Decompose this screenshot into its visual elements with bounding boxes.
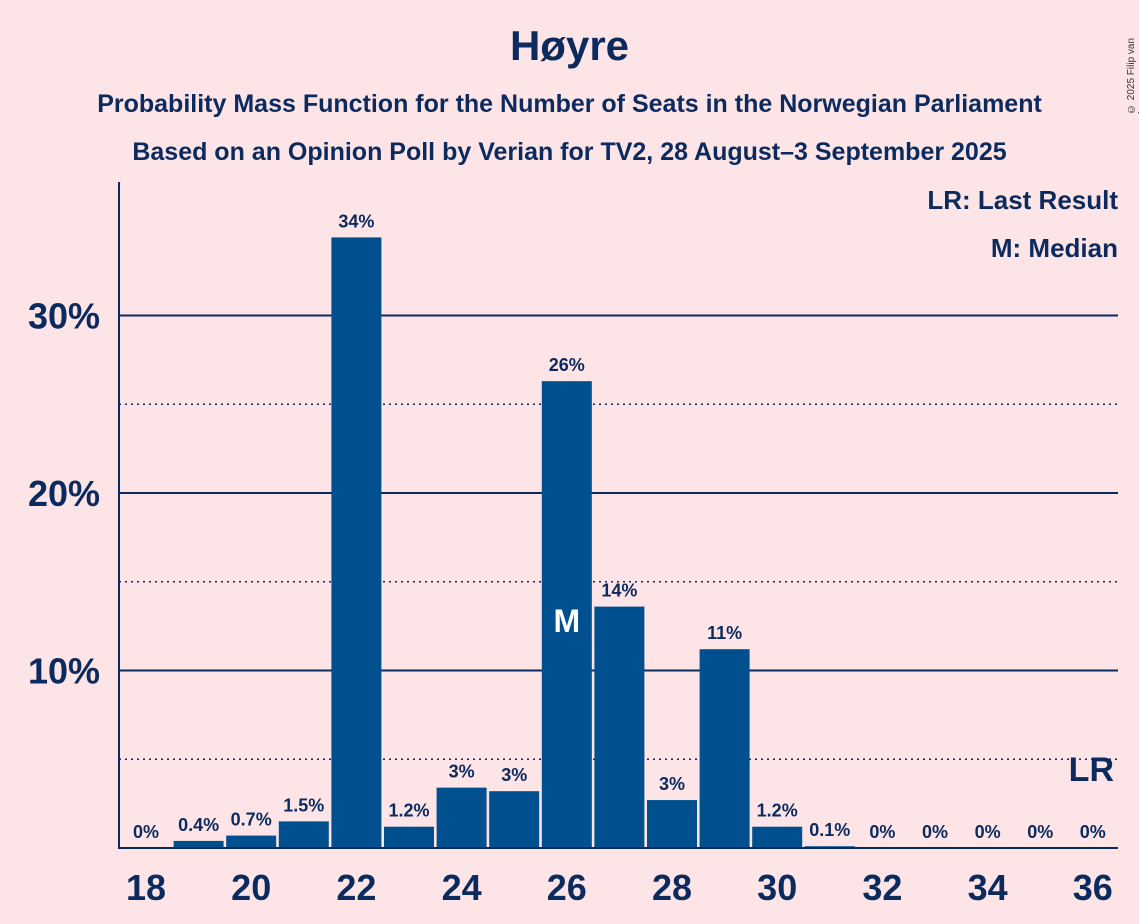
y-tick-label: 30% [28,296,100,337]
x-tick-label: 24 [442,867,482,908]
bar-value-label: 11% [707,623,742,643]
x-tick-label: 18 [126,867,166,908]
bar-value-label: 14% [601,581,637,601]
bar [699,649,750,848]
x-tick-label: 36 [1073,867,1113,908]
bar [436,787,487,848]
x-tick-label: 34 [968,867,1008,908]
bar [173,840,224,848]
x-tick-label: 28 [652,867,692,908]
bar [384,826,434,848]
legend-median: M: Median [990,233,1118,263]
bar-value-label: 0% [1080,822,1106,842]
chart-subtitle-2: Based on an Opinion Poll by Verian for T… [132,138,1007,166]
x-tick-label: 32 [862,867,902,908]
bar-value-label: 0.1% [809,820,850,840]
bar-value-label: 34% [338,211,374,231]
bar [541,381,592,848]
bar-value-label: 0% [1027,822,1053,842]
bar [278,821,329,848]
bar [489,791,540,848]
bar-value-label: 3% [449,762,475,782]
last-result-marker: LR [1069,751,1114,789]
y-tick-label: 10% [28,651,100,692]
bar [647,800,697,848]
chart-title: Høyre [509,22,630,69]
bar-value-label: 3% [659,774,685,794]
bar [594,606,645,848]
bar [331,237,382,848]
median-marker: M [553,603,580,639]
bar-value-label: 0.7% [231,810,272,830]
x-tick-label: 20 [231,867,271,908]
bar [226,835,277,848]
chart-subtitle-1: Probability Mass Function for the Number… [97,90,1042,118]
x-tick-label: 22 [336,867,376,908]
bar-value-label: 0.4% [178,815,219,835]
bar-value-label: 26% [549,355,585,375]
bar-value-label: 0% [975,822,1001,842]
bar [752,826,803,848]
x-tick-label: 30 [757,867,797,908]
legend-last-result: LR: Last Result [927,185,1118,215]
bar-value-label: 3% [501,765,527,785]
bar-value-label: 1.5% [283,795,324,815]
x-tick-label: 26 [547,867,587,908]
bar-value-label: 0% [869,822,895,842]
bar-value-label: 0% [133,822,159,842]
y-tick-label: 20% [28,473,100,514]
bar-value-label: 1.2% [757,801,798,821]
bar-value-label: 1.2% [388,801,429,821]
bar-value-label: 0% [922,822,948,842]
